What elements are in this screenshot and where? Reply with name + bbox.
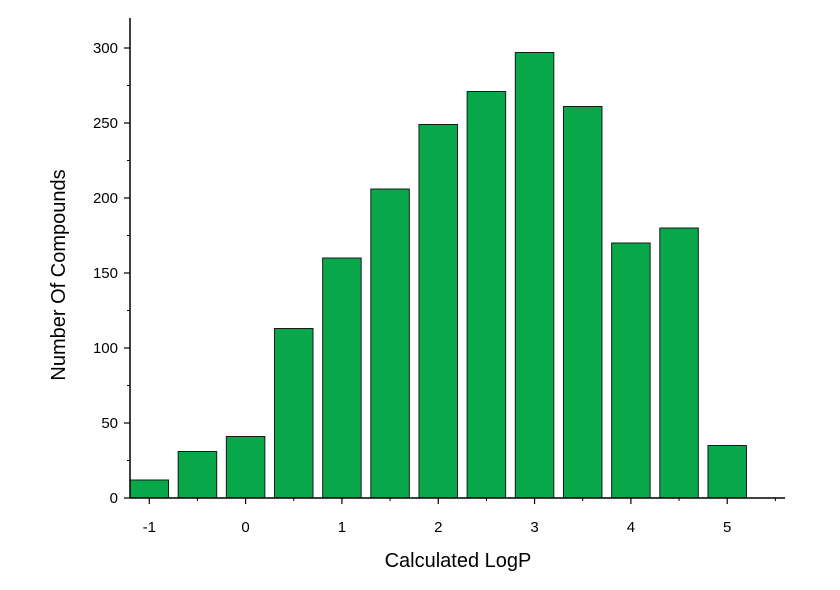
bar-2 bbox=[225, 436, 266, 499]
bar-1 bbox=[177, 451, 218, 499]
x-tick-label-1: 0 bbox=[241, 519, 249, 536]
bar-5 bbox=[370, 188, 410, 499]
y-tick-label-4: 200 bbox=[93, 190, 118, 207]
y-tick-label-0: 0 bbox=[110, 490, 118, 507]
y-tick-label-5: 250 bbox=[93, 115, 118, 132]
ticks-group: 0 50 100 150 200 250 300 -1 0 1 2 3 4 5 bbox=[93, 40, 776, 536]
bar-12 bbox=[707, 445, 747, 499]
bar-6 bbox=[418, 124, 458, 499]
bar-3 bbox=[273, 328, 314, 499]
bar-0 bbox=[129, 479, 170, 499]
x-tick-label-6: 5 bbox=[723, 519, 731, 536]
x-tick-label-2: 1 bbox=[338, 519, 346, 536]
y-tick-label-6: 300 bbox=[93, 40, 118, 57]
x-tick-label-4: 3 bbox=[530, 519, 538, 536]
x-tick-label-5: 4 bbox=[627, 519, 635, 536]
bar-10 bbox=[611, 242, 651, 499]
bar-4 bbox=[322, 257, 362, 499]
x-tick-label-0: -1 bbox=[143, 519, 156, 536]
y-tick-label-3: 150 bbox=[93, 265, 118, 282]
y-tick-label-2: 100 bbox=[93, 340, 118, 357]
x-axis-title: Calculated LogP bbox=[385, 550, 532, 572]
axes-group bbox=[129, 18, 785, 499]
bar-9 bbox=[562, 106, 603, 499]
x-tick-label-3: 2 bbox=[434, 519, 442, 536]
bar-8 bbox=[514, 52, 555, 499]
bars-group bbox=[129, 52, 747, 499]
bar-7 bbox=[466, 91, 507, 499]
y-tick-label-1: 50 bbox=[101, 415, 118, 432]
y-axis-title: Number Of Compounds bbox=[48, 169, 70, 380]
bar-11 bbox=[659, 227, 699, 499]
